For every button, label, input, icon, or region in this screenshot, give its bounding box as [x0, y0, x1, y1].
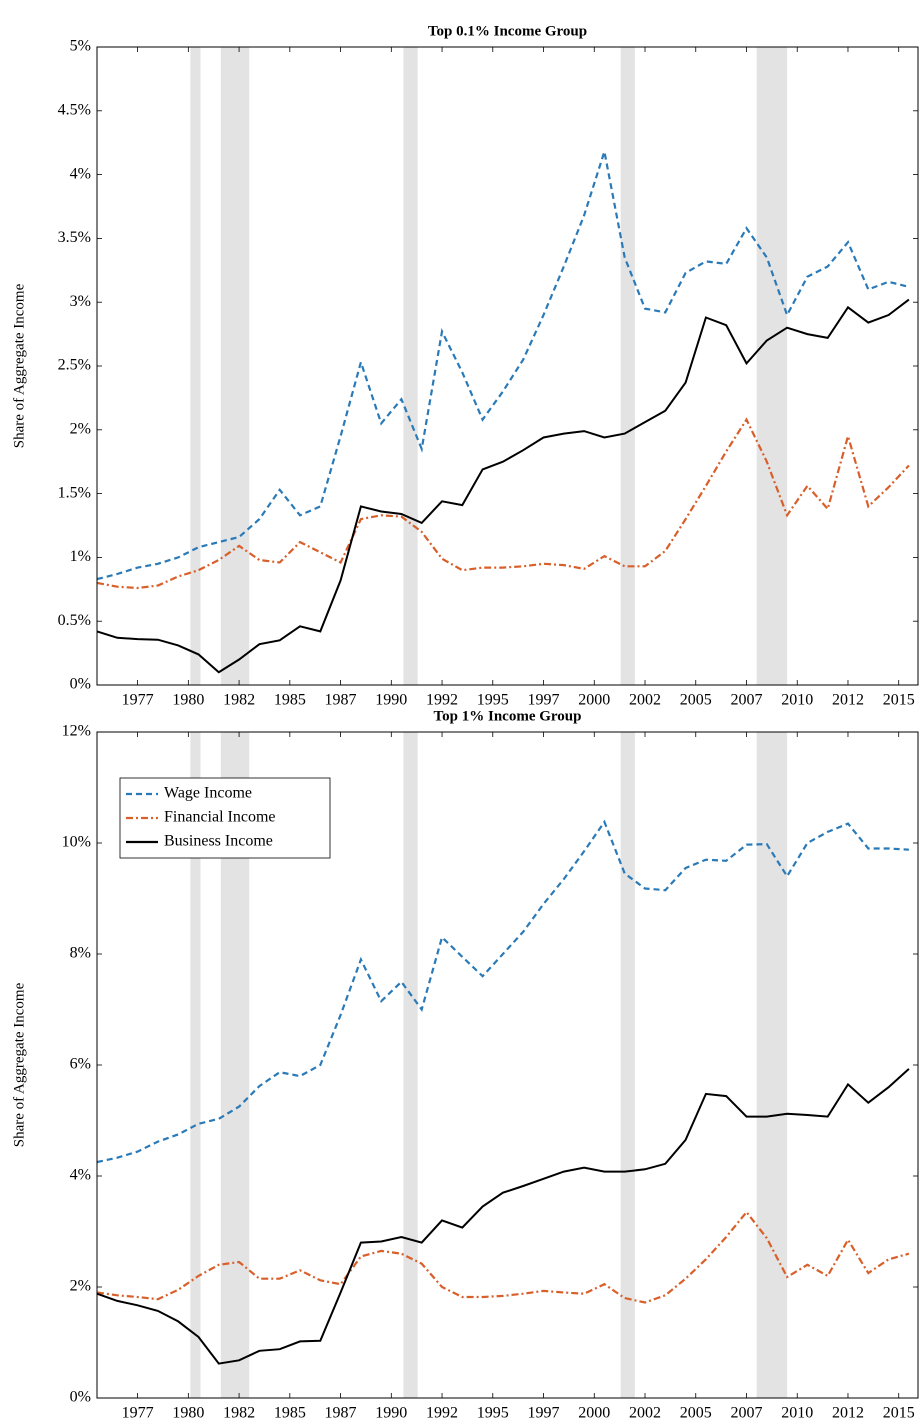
y-tick-label: 0%: [70, 676, 91, 693]
y-tick-label: 10%: [62, 834, 91, 851]
x-tick-label: 2002: [629, 1405, 661, 1422]
y-tick-label: 2.5%: [58, 357, 91, 374]
series-line: [96, 819, 909, 1164]
chart-title: Top 0.1% Income Group: [428, 23, 587, 39]
x-tick-label: 1977: [122, 1405, 154, 1422]
legend-label: Business Income: [164, 833, 273, 850]
y-tick-label: 5%: [70, 38, 91, 55]
series-line: [96, 1068, 910, 1365]
x-tick-label: 1997: [528, 692, 560, 709]
y-tick-label: 2%: [70, 420, 91, 437]
x-tick-label: 2010: [781, 1405, 813, 1422]
x-tick-label: 1995: [477, 1405, 509, 1422]
series-line: [96, 1210, 910, 1304]
y-tick-label: 1.5%: [58, 484, 91, 501]
x-tick-label: 2007: [730, 692, 762, 709]
x-tick-label: 2012: [832, 1405, 864, 1422]
x-tick-label: 1980: [172, 1405, 204, 1422]
recession-band: [756, 732, 788, 1398]
recession-band: [403, 732, 418, 1398]
x-tick-label: 1987: [325, 692, 357, 709]
y-tick-label: 4.5%: [58, 101, 91, 118]
series-line: [96, 417, 910, 590]
y-tick-label: 2%: [70, 1278, 91, 1295]
x-tick-label: 1985: [274, 692, 306, 709]
x-tick-label: 2007: [730, 1405, 762, 1422]
legend-box: [119, 777, 331, 859]
x-tick-label: 2000: [578, 692, 610, 709]
y-tick-label: 0%: [70, 1389, 91, 1406]
recession-band: [620, 732, 635, 1398]
x-tick-label: 1992: [426, 692, 458, 709]
y-tick-label: 6%: [70, 1056, 91, 1073]
plot-frame: [96, 46, 919, 686]
y-tick-label: 3.5%: [58, 229, 91, 246]
x-tick-label: 1995: [477, 692, 509, 709]
x-tick-label: 2012: [832, 692, 864, 709]
chart-title: Top 1% Income Group: [434, 708, 582, 724]
x-tick-label: 1982: [223, 692, 255, 709]
recession-band: [620, 47, 635, 685]
recession-band: [220, 47, 250, 685]
plot-frame: [96, 731, 919, 1399]
y-tick-label: 4%: [70, 165, 91, 182]
x-tick-label: 2000: [578, 1405, 610, 1422]
y-tick-label: 0.5%: [58, 612, 91, 629]
x-tick-label: 2005: [680, 692, 712, 709]
x-tick-label: 2010: [781, 692, 813, 709]
x-tick-label: 1987: [325, 1405, 357, 1422]
y-axis-label: Share of Aggregate Income: [11, 283, 27, 448]
legend-label: Financial Income: [164, 809, 276, 826]
x-tick-label: 1997: [528, 1405, 560, 1422]
y-tick-label: 12%: [62, 723, 91, 740]
recession-band: [190, 732, 201, 1398]
x-tick-label: 2002: [629, 692, 661, 709]
x-tick-label: 2015: [883, 692, 915, 709]
x-tick-label: 1990: [375, 692, 407, 709]
series-line: [96, 298, 910, 674]
x-tick-label: 2005: [680, 1405, 712, 1422]
legend: Wage Income Financial Income Business Inco…: [119, 777, 331, 859]
y-tick-label: 4%: [70, 1167, 91, 1184]
legend-label: Wage Income: [164, 785, 252, 802]
y-tick-label: 3%: [70, 293, 91, 310]
x-tick-label: 1980: [172, 692, 204, 709]
x-tick-label: 1982: [223, 1405, 255, 1422]
recession-band: [190, 47, 201, 685]
x-tick-label: 1992: [426, 1405, 458, 1422]
x-tick-label: 2015: [883, 1405, 915, 1422]
x-tick-label: 1977: [122, 692, 154, 709]
x-tick-label: 1990: [375, 1405, 407, 1422]
y-tick-label: 1%: [70, 548, 91, 565]
recession-band: [756, 47, 788, 685]
recession-band: [403, 47, 418, 685]
y-axis-label: Share of Aggregate Income: [11, 982, 27, 1147]
x-tick-label: 1985: [274, 1405, 306, 1422]
series-line: [96, 151, 910, 581]
y-tick-label: 8%: [70, 945, 91, 962]
